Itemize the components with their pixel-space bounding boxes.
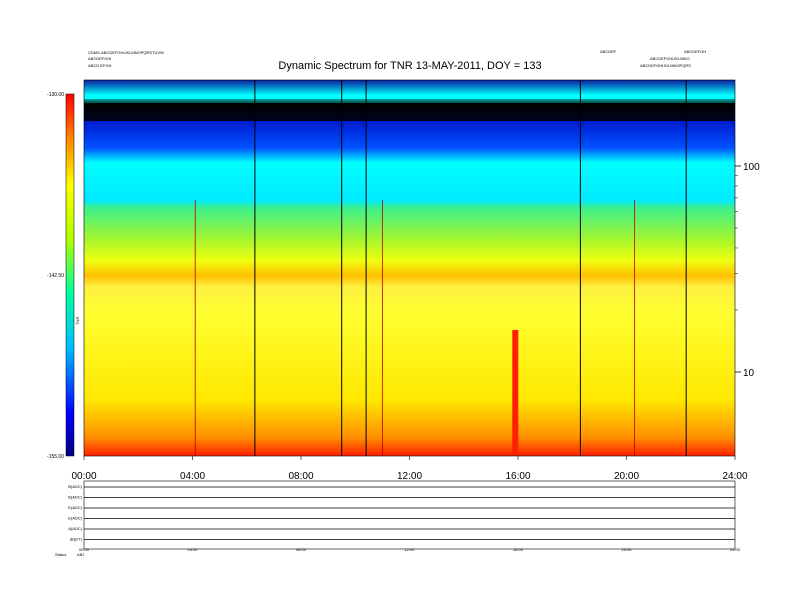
radio-burst-0 xyxy=(512,330,519,456)
bottom-x-tick-label-0: 00:00 xyxy=(79,547,90,552)
bottom-row-label-1: B(ADC) xyxy=(68,495,82,500)
y-axis-right: 100 10 xyxy=(735,162,760,379)
spectrogram-plot xyxy=(83,79,736,457)
svg-text:ABCDEFGHIJKLMNOPQRS: ABCDEFGHIJKLMNOPQRS xyxy=(640,63,691,68)
x-tick-label-0: 00:00 xyxy=(71,471,96,482)
footer-text-1: ABJ xyxy=(77,552,84,557)
bottom-x-tick-label-6: 24:00 xyxy=(730,547,741,552)
x-tick-label-1: 04:00 xyxy=(180,471,205,482)
x-tick-label-4: 16:00 xyxy=(505,471,530,482)
colorbar-tick-label-1: -142.50 xyxy=(47,273,64,279)
chart-title: Dynamic Spectrum for TNR 13-MAY-2011, DO… xyxy=(278,60,541,72)
bottom-x-tick-label-4: 16:00 xyxy=(513,547,524,552)
bottom-x-tick-label-5: 20:00 xyxy=(621,547,632,552)
svg-text:ABCDEFGHI: ABCDEFGHI xyxy=(88,56,111,61)
x-tick-label-5: 20:00 xyxy=(614,471,639,482)
x-tick-label-3: 12:00 xyxy=(397,471,422,482)
x-tick-label-6: 24:00 xyxy=(722,471,747,482)
bottom-x-tick-label-2: 08:00 xyxy=(296,547,307,552)
bottom-row-label-4: A(ADC) xyxy=(68,526,82,531)
bottom-row-label-3: E(ADC) xyxy=(68,516,82,521)
bottom-x-tick-label-1: 04:00 xyxy=(187,547,198,552)
x-tick-label-2: 08:00 xyxy=(288,471,313,482)
bottom-row-label-0: B(ADC) xyxy=(68,484,82,489)
svg-text:CDMX-ABCDEFGHIJKLMNOPQRSTUVW: CDMX-ABCDEFGHIJKLMNOPQRSTUVW xyxy=(88,50,164,55)
svg-text:ABCDEF: ABCDEF xyxy=(600,49,617,54)
colorbar: -130.00 -142.50 -155.00 TNR xyxy=(47,92,80,460)
bottom-row-label-5: |B|(nT) xyxy=(70,537,83,542)
colorbar-tick-label-0: -130.00 xyxy=(47,92,64,98)
svg-text:ABCD EFGH: ABCD EFGH xyxy=(88,63,111,68)
bottom-row-label-2: E(ADC) xyxy=(68,505,82,510)
x-axis: 00:00 04:00 08:00 12:00 16:00 20:00 24:00 xyxy=(71,456,748,482)
colorbar-tick-label-2: -155.00 xyxy=(47,454,64,460)
svg-text:ABCDEFGH: ABCDEFGH xyxy=(684,49,706,54)
y-tick-label-1: 10 xyxy=(743,368,755,379)
svg-text:ABCDEFGHIJKLMNO: ABCDEFGHIJKLMNO xyxy=(650,56,690,61)
colorbar-label: TNR xyxy=(75,317,80,325)
y-tick-label-0: 100 xyxy=(743,162,760,173)
footer-text-0: Status xyxy=(55,552,66,557)
bottom-x-tick-label-3: 12:00 xyxy=(404,547,415,552)
bottom-panel: B(ADC) B(ADC) E(ADC) E(ADC) A(ADC) |B|(nT) 00… xyxy=(55,480,741,557)
